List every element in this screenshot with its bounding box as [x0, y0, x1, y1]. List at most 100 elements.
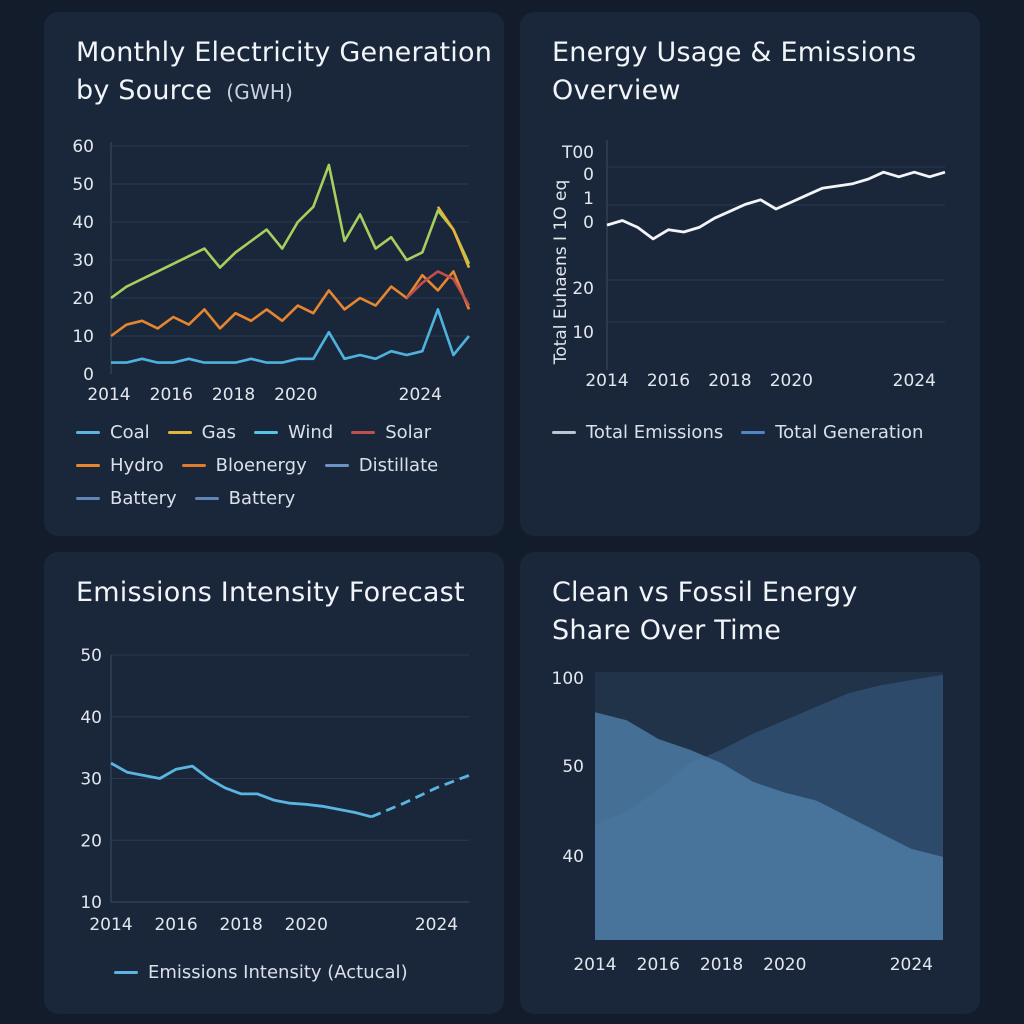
legend-row: Emissions Intensity (Actucal) — [114, 956, 408, 989]
chart-title: Emissions Intensity Forecast — [76, 577, 465, 608]
legend-swatch — [76, 431, 100, 434]
x-tick-label: 2014 — [585, 371, 628, 391]
x-tick-label: 2016 — [647, 371, 690, 391]
legend-item: Total Emissions — [552, 422, 723, 443]
y-tick-label: 0 — [83, 365, 94, 385]
legend-item: Hydro — [76, 455, 164, 476]
y-tick-label: 0 — [583, 213, 594, 233]
actual-line — [110, 761, 372, 819]
legend-label: Total Generation — [775, 422, 924, 443]
x-tick-label: 2020 — [274, 385, 317, 405]
y-tick-label: 10 — [72, 327, 94, 347]
legend-item: Emissions Intensity (Actucal) — [114, 962, 408, 983]
y-tick-label: 30 — [72, 251, 94, 271]
legend-row: Total Emissions Total Generation — [552, 416, 923, 449]
y-tick-label: 1 — [583, 189, 594, 209]
legend-label: Coal — [110, 422, 150, 443]
series-line-total-emissions — [606, 170, 946, 241]
legend-item: Battery — [194, 488, 296, 509]
series-line-gas — [436, 206, 471, 269]
x-tick-label: 2014 — [89, 915, 132, 935]
chart-legend: Total Emissions Total Generation — [552, 416, 923, 449]
clean-fossil-card: Clean vs Fossil Energy Share Over Time 1… — [520, 552, 980, 1014]
y-tick-label: 20 — [572, 279, 594, 299]
x-tick-label: 2020 — [285, 915, 328, 935]
chart-legend: Coal Gas Wind Solar Hydro Bloenergy Distillate… — [76, 416, 438, 515]
legend-label: Gas — [201, 422, 236, 443]
forecast-line — [370, 774, 470, 819]
x-tick-label: 2016 — [637, 955, 680, 975]
legend-item: Distillate — [324, 455, 439, 476]
legend-label: Emissions Intensity (Actucal) — [148, 962, 408, 983]
legend-swatch — [194, 497, 219, 500]
x-tick-label: 2018 — [700, 955, 743, 975]
y-tick-label: 50 — [72, 175, 94, 195]
chart-title: Clean vs Fossil Energy Share Over Time — [552, 577, 858, 646]
legend-label: Wind — [287, 422, 334, 443]
x-tick-label: 2018 — [220, 915, 263, 935]
y-tick-label: 50 — [562, 757, 584, 777]
intensity-forecast-card: Emissions Intensity Forecast 10 20 30 40 50 2… — [44, 552, 504, 1014]
chart-title-text: Monthly Electricity Generation by Source — [76, 37, 493, 106]
intensity-line-chart: 10 20 30 40 50 2014 2016 2018 2020 2024 — [80, 646, 470, 935]
x-tick-label: 2024 — [399, 385, 442, 405]
chart-title: Energy Usage & Emissions Overview — [552, 37, 917, 106]
legend-item: Battery — [76, 488, 177, 509]
y-tick-label: 20 — [72, 289, 94, 309]
legend-label: Battery — [228, 488, 296, 509]
legend-label: Hydro — [110, 455, 164, 476]
legend-row: Hydro Bloenergy Distillate — [76, 449, 438, 482]
series-line-wind — [110, 163, 471, 300]
area-fossil — [595, 712, 943, 940]
y-tick-label: 60 — [72, 137, 94, 157]
x-tick-label: 2014 — [573, 955, 616, 975]
x-tick-label: 2024 — [893, 371, 936, 391]
series-line-hydro — [110, 270, 471, 338]
x-tick-label: 2014 — [87, 385, 130, 405]
x-tick-label: 2020 — [770, 371, 813, 391]
x-tick-label: 2024 — [415, 915, 458, 935]
legend-item: Gas — [167, 422, 236, 443]
y-tick-label: 50 — [80, 646, 102, 666]
legend-swatch — [76, 464, 100, 467]
chart-legend: Emissions Intensity (Actucal) — [114, 956, 408, 989]
legend-label: Solar — [385, 422, 432, 443]
legend-swatch — [324, 464, 349, 467]
share-area-chart: 100 50 40 2014 2016 2018 2020 2024 — [552, 669, 943, 975]
y-tick-label: 40 — [80, 708, 102, 728]
y-tick-label: 40 — [562, 847, 584, 867]
legend-item: Coal — [76, 422, 150, 443]
y-tick-label: 10 — [80, 893, 102, 913]
y-tick-label: T00 — [561, 143, 594, 163]
y-tick-label: 0 — [583, 165, 594, 185]
legend-swatch — [552, 431, 576, 434]
chart-title: Monthly Electricity Generation by Source… — [76, 34, 496, 111]
y-tick-label: 30 — [80, 770, 102, 790]
legend-swatch — [76, 497, 100, 500]
legend-label: Total Emissions — [586, 422, 724, 443]
legend-swatch — [167, 431, 192, 434]
x-tick-label: 2016 — [154, 915, 197, 935]
series-line-solar — [405, 270, 471, 307]
legend-label: Battery — [110, 488, 177, 509]
x-tick-label: 2018 — [212, 385, 255, 405]
legend-item: Wind — [253, 422, 334, 443]
legend-item: Total Generation — [741, 422, 923, 443]
legend-item: Solar — [351, 422, 431, 443]
y-tick-label: 40 — [72, 213, 94, 233]
legend-swatch — [181, 464, 206, 467]
y-tick-label: 100 — [552, 669, 584, 689]
legend-item: Bloenergy — [181, 455, 307, 476]
x-tick-label: 2016 — [150, 385, 193, 405]
y-tick-label: 10 — [572, 323, 594, 343]
legend-label: Distillate — [358, 455, 439, 476]
legend-swatch — [114, 971, 138, 974]
legend-row: Battery Battery — [76, 482, 438, 515]
generation-line-chart: 0 10 20 30 40 50 60 2014 2016 2018 2020 2024 — [72, 137, 471, 405]
legend-swatch — [741, 431, 766, 434]
generation-chart-card: Monthly Electricity Generation by Source… — [44, 12, 504, 536]
series-line-coal — [111, 308, 471, 364]
y-tick-label: 20 — [80, 831, 102, 851]
